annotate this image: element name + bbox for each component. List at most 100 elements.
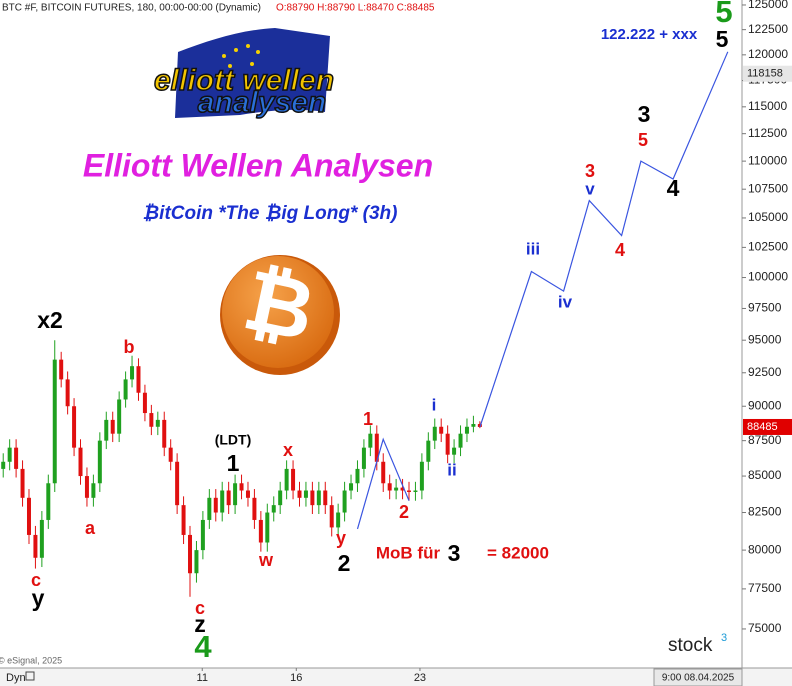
wave-labels: x2 c y a b (LDT) 1 x w c z 4 y 2 1 2 i i… [31, 0, 733, 664]
candle-body [52, 359, 57, 484]
candle-body [387, 483, 392, 491]
symbol-header: BTC #F, BITCOIN FUTURES, 180, 00:00-00:0… [2, 3, 261, 14]
y-tick-label: 77500 [748, 581, 782, 595]
mob-wave: 3 [448, 540, 461, 566]
y-tick-label: 87500 [748, 433, 782, 447]
lock-icon [25, 671, 35, 681]
wave-label: 5 [715, 0, 732, 29]
y-tick-label: 80000 [748, 542, 782, 556]
candle-body [394, 487, 399, 491]
wave-label: x [283, 440, 293, 460]
candle-body [310, 490, 315, 506]
wave-label: (LDT) [215, 432, 252, 448]
candle-body [142, 392, 147, 414]
candle-body [284, 468, 289, 491]
y-tick-label: 115000 [748, 99, 787, 113]
y-tick-label: 85000 [748, 468, 782, 482]
candle-body [39, 519, 44, 558]
wave-label: i [432, 395, 437, 414]
wave-label: y [32, 585, 45, 611]
candle-body [439, 426, 444, 434]
candle-body [188, 534, 193, 574]
candle-body [265, 512, 270, 543]
candle-body [200, 519, 205, 551]
candle-body [14, 447, 19, 469]
chart-subtitle: ₿itCoin *The ₿ig Long* (3h) [143, 203, 398, 224]
candle-body [303, 490, 308, 498]
wave-label: v [585, 179, 595, 198]
candle-body [91, 483, 96, 498]
mob-value: = 82000 [487, 543, 549, 562]
brand-sup: 3 [721, 632, 727, 644]
candle-body [426, 440, 431, 462]
price-marker-label: 88485 [747, 421, 778, 433]
wave-label: w [258, 550, 274, 570]
candle-body [278, 490, 283, 506]
candle-body [349, 483, 354, 491]
coin [222, 256, 334, 368]
candle-body [149, 413, 154, 427]
y-tick-label: 95000 [748, 332, 782, 346]
y-tick-label: 112500 [748, 126, 787, 140]
wave-label: b [124, 337, 135, 357]
candle-body [117, 399, 122, 434]
candle-body [374, 433, 379, 462]
wave-label: 2 [338, 550, 351, 576]
candle-body [258, 519, 263, 543]
candle-body [110, 419, 115, 434]
price-marker [743, 65, 792, 82]
candle-body [59, 359, 64, 380]
brand: stock [668, 635, 713, 656]
ohlc-header: O:88790 H:88790 L:88470 C:88485 [276, 3, 435, 14]
logo-line2: analysen [198, 86, 326, 119]
candle-body [458, 433, 463, 448]
plot-area [1, 51, 729, 597]
datetime-box [653, 668, 743, 686]
wave-label: y [336, 528, 346, 548]
wave-label: 4 [667, 175, 680, 201]
target-annotation: 122.222 + xxx [601, 26, 698, 43]
candle-body [355, 468, 360, 484]
wave-label: iii [526, 239, 540, 258]
wave-label: z [194, 611, 206, 637]
y-tick-label: 92500 [748, 365, 782, 379]
logo-stars [222, 44, 260, 68]
candle-body [361, 447, 366, 469]
logo-line1: elliott wellen [154, 64, 334, 97]
candle-body [104, 419, 109, 441]
candle-body [181, 505, 186, 535]
candle-body [239, 483, 244, 491]
wave-label: 5 [638, 130, 648, 150]
candle-body [168, 447, 173, 462]
y-tick-label: 110000 [748, 153, 787, 167]
candle-body [400, 487, 405, 491]
wave-projection [479, 51, 729, 428]
candle-body [84, 476, 89, 498]
candle-body [381, 461, 386, 484]
candle-body [97, 440, 102, 484]
candle-body [207, 497, 212, 520]
wave-label: 5 [716, 26, 729, 52]
candle-body [26, 497, 31, 535]
candle-body [297, 490, 302, 498]
price-marker-label: 118158 [747, 68, 783, 80]
wave-label: 1 [363, 409, 373, 429]
candle-body [419, 461, 424, 491]
candle-body [316, 490, 321, 506]
wave-label: 3 [638, 101, 651, 127]
candle-body [445, 433, 450, 455]
candle-body [252, 497, 257, 520]
axes: 75000 77500 80000 82500 85000 87500 90000 92500… [197, 0, 792, 684]
y-tick-label: 105000 [748, 210, 788, 224]
candle-body [1, 461, 6, 469]
logo-flag [175, 28, 330, 118]
candle-body [78, 447, 83, 477]
candle-body [329, 505, 334, 528]
candle-body [72, 406, 77, 448]
mode-label: Dyn [6, 672, 26, 684]
candle-body [130, 366, 135, 380]
x-tick-label: 11 [197, 672, 208, 684]
y-tick-label: 100000 [748, 270, 788, 284]
y-tick-label: 107500 [748, 181, 788, 195]
